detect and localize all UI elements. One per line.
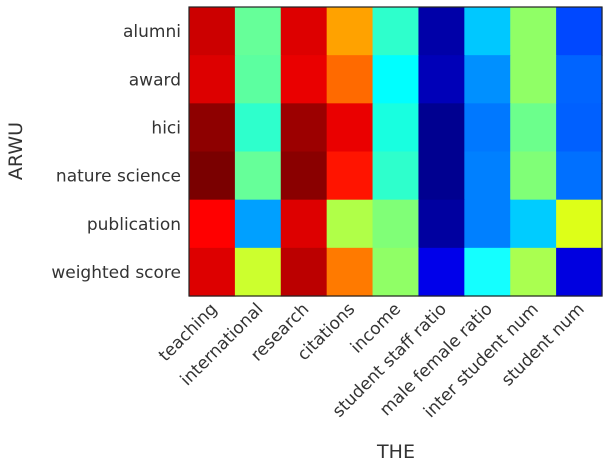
y-tick-label-weighted-score: weighted score [51,263,181,283]
heatmap-cell-nature-science-teaching [189,151,236,201]
heatmap-cell-hici-research [280,103,328,153]
heatmap-cell-award-research [280,55,328,104]
heatmap-cell-publication-citations [326,199,374,249]
y-tick-label-alumni: alumni [123,22,181,42]
heatmap-cell-nature-science-inter-student-num [510,151,557,201]
heatmap-cell-nature-science-citations [326,151,374,201]
heatmap-cell-hici-inter-student-num [510,103,557,153]
heatmap-cell-nature-science-student-staff-ratio [418,151,465,201]
heatmap-cell-nature-science-student-num [556,151,603,201]
heatmap-cell-weighted-score-research [280,247,328,297]
x-tick-labels: teachinginternationalresearchcitationsin… [155,299,589,422]
heatmap-cell-hici-teaching [189,103,236,153]
heatmap-cell-hici-international [234,103,282,153]
heatmap-cell-award-inter-student-num [510,55,557,104]
heatmap-cell-weighted-score-male-female-ratio [464,247,511,297]
y-tick-label-hici: hici [151,118,181,138]
heatmap-cell-nature-science-research [280,151,328,201]
heatmap-cell-alumni-income [372,7,420,56]
heatmap-cell-publication-teaching [189,199,236,249]
heatmap-cell-award-income [372,55,420,104]
heatmap-cell-hici-income [372,103,420,153]
heatmap-cell-award-male-female-ratio [464,55,511,104]
heatmap-cell-award-teaching [189,55,236,104]
heatmap-cell-alumni-teaching [189,7,236,56]
y-tick-label-publication: publication [87,215,181,235]
heatmap-cell-weighted-score-citations [326,247,374,297]
heatmap-cell-alumni-citations [326,7,374,56]
heatmap-cell-weighted-score-income [372,247,420,297]
heatmap-cell-publication-male-female-ratio [464,199,511,249]
heatmap-cell-award-international [234,55,282,104]
heatmap-cells [189,7,603,297]
heatmap-cell-publication-student-num [556,199,603,249]
heatmap-cell-weighted-score-teaching [189,247,236,297]
heatmap-cell-nature-science-international [234,151,282,201]
heatmap-cell-alumni-international [234,7,282,56]
heatmap-cell-alumni-inter-student-num [510,7,557,56]
heatmap-cell-hici-male-female-ratio [464,103,511,153]
plot-frame [188,6,603,297]
heatmap-cell-nature-science-male-female-ratio [464,151,511,201]
heatmap-cell-weighted-score-student-num [556,247,603,297]
heatmap-cell-hici-citations [326,103,374,153]
heatmap-cell-weighted-score-inter-student-num [510,247,557,297]
heatmap-cell-nature-science-income [372,151,420,201]
heatmap-cell-publication-international [234,199,282,249]
heatmap-cell-publication-income [372,199,420,249]
heatmap-cell-alumni-research [280,7,328,56]
heatmap-cell-award-student-staff-ratio [418,55,465,104]
heatmap-cell-alumni-student-num [556,7,603,56]
heatmap-cell-publication-student-staff-ratio [418,199,465,249]
y-tick-labels: alumni award hici nature science publication… [51,22,181,283]
heatmap-cell-publication-inter-student-num [510,199,557,249]
heatmap-cell-hici-student-staff-ratio [418,103,465,153]
heatmap-cell-award-student-num [556,55,603,104]
heatmap-cell-weighted-score-student-staff-ratio [418,247,465,297]
y-tick-label-nature-science: nature science [56,167,181,187]
x-axis-label: THE [376,441,415,461]
y-axis-label: ARWU [5,122,27,180]
heatmap-cell-weighted-score-international [234,247,282,297]
heatmap-cell-award-citations [326,55,374,104]
heatmap-cell-publication-research [280,199,328,249]
heatmap-cell-alumni-male-female-ratio [464,7,511,56]
heatmap-cell-alumni-student-staff-ratio [418,7,465,56]
y-tick-label-award: award [129,70,181,90]
heatmap-cell-hici-student-num [556,103,603,153]
